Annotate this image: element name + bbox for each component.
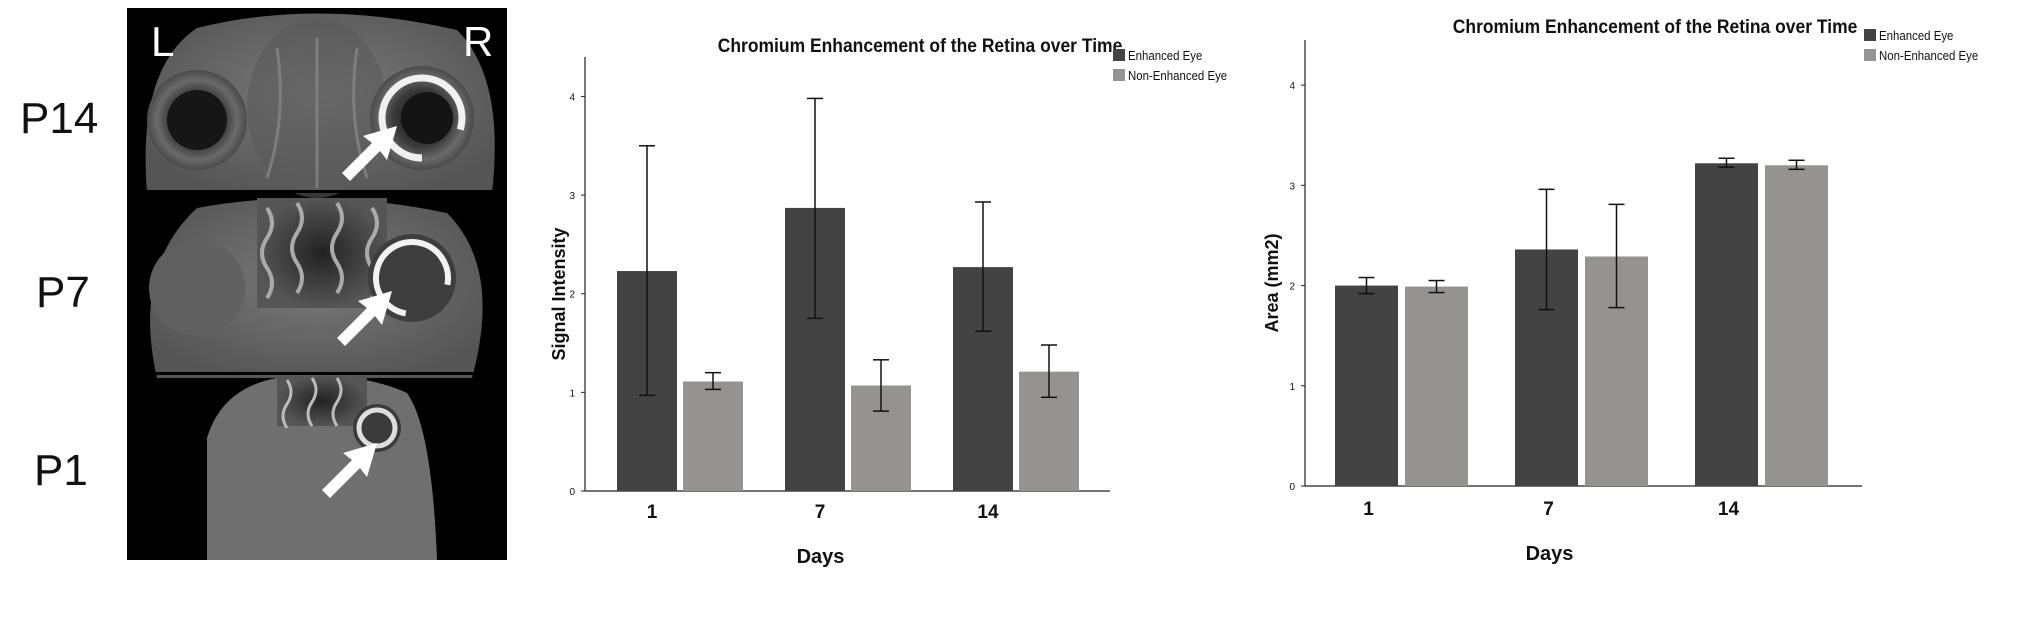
signal-chart-y-axis-label: Signal Intensity	[549, 227, 569, 360]
signal-chart-legend-label: Enhanced Eye	[1128, 48, 1203, 63]
area-chart-y-tick-label: 4	[1289, 81, 1295, 92]
area-chart-y-tick-label: 1	[1289, 382, 1295, 393]
left-side-label: L	[151, 18, 175, 65]
row-label-p1: P1	[34, 446, 88, 495]
area-chart-legend-swatch	[1864, 49, 1876, 61]
signal-chart-y-tick-label: 0	[569, 487, 575, 498]
area-chart-x-tick-label: 14	[1718, 499, 1740, 520]
area-chart-bar	[1335, 285, 1398, 486]
area-chart-title: Chromium Enhancement of the Retina over …	[1453, 15, 1858, 37]
mri-slice-p7	[149, 198, 483, 378]
signal-chart-x-tick-label: 1	[647, 502, 658, 523]
signal-chart-legend-swatch	[1113, 49, 1125, 61]
mri-slice-p1	[207, 375, 437, 560]
signal-chart-y-tick-label: 2	[569, 290, 575, 301]
area-chart-bar	[1765, 165, 1828, 487]
area-chart-y-axis-label: Area (mm2)	[1262, 233, 1282, 332]
row-label-p14: P14	[20, 94, 99, 143]
right-side-label: R	[463, 18, 494, 65]
area-chart-bar	[1695, 163, 1758, 486]
signal-chart-title: Chromium Enhancement of the Retina over …	[718, 34, 1123, 56]
mri-slice-p14	[145, 13, 495, 198]
area-chart-legend-swatch	[1864, 29, 1876, 41]
signal-chart-legend-label: Non-Enhanced Eye	[1128, 68, 1227, 83]
mri-image-panel: L R	[127, 8, 507, 560]
area-chart-x-tick-label: 1	[1363, 499, 1374, 520]
row-label-p7: P7	[36, 268, 90, 317]
area-chart-y-tick-label: 3	[1289, 181, 1295, 192]
signal-chart-legend-swatch	[1113, 69, 1125, 81]
mri-image	[127, 13, 507, 560]
signal-chart-x-tick-label: 7	[815, 502, 826, 523]
area-chart-legend-label: Enhanced Eye	[1879, 28, 1954, 43]
signal-chart-y-tick-label: 4	[569, 92, 575, 103]
area-chart-legend-label: Non-Enhanced Eye	[1879, 48, 1978, 63]
arrow-icon	[322, 126, 397, 498]
area-chart-bar	[1405, 286, 1468, 486]
area-chart-y-tick-label: 0	[1289, 482, 1295, 493]
area-chart-x-tick-label: 7	[1543, 499, 1554, 520]
signal-chart-y-tick-label: 3	[569, 191, 575, 202]
signal-chart-y-tick-label: 1	[569, 388, 575, 399]
signal-chart-x-axis-label: Days	[797, 546, 845, 568]
area-chart-y-tick-label: 2	[1289, 282, 1295, 293]
signal-chart-x-tick-label: 14	[977, 502, 999, 523]
area-chart-x-axis-label: Days	[1526, 543, 1574, 565]
signal-chart-bar	[683, 381, 743, 491]
